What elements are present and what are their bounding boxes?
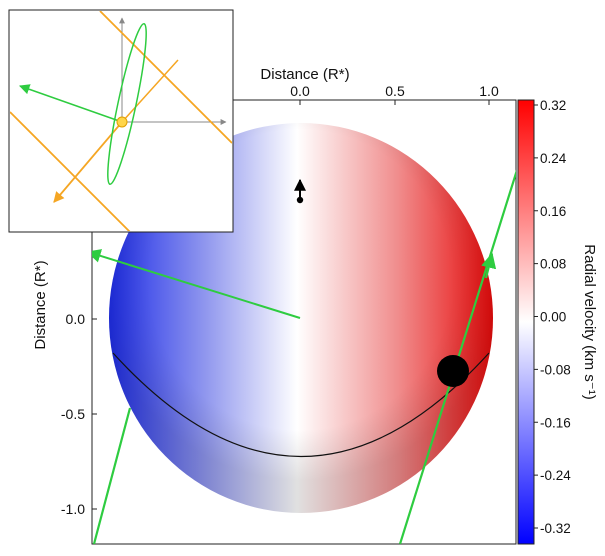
colorbar-tick-label: -0.24 [540, 468, 571, 483]
left-axis-ticks [92, 318, 97, 510]
colorbar-title: Radial velocity (km s⁻¹) [581, 244, 598, 399]
inset-orange-line [99, 11, 232, 144]
left-axis-title: Distance (R*) [32, 260, 49, 349]
top-axis-ticks [299, 100, 490, 105]
top-axis-title: Distance (R*) [260, 66, 349, 83]
orbital-normal-arrow [92, 249, 301, 319]
colorbar-tick-label: 0.24 [540, 151, 567, 166]
orbit-back-line [92, 407, 132, 544]
left-tick-label: -1.0 [61, 501, 85, 517]
inset-orange-line [10, 111, 131, 231]
colorbar-tick-label: -0.16 [540, 415, 571, 430]
colorbar-ticks: 0.32 0.24 0.16 0.08 0.00 -0.08 -0.16 -0.24 -0.32 [534, 98, 571, 536]
inset-panel [8, 9, 234, 233]
colorbar-tick-label: 0.08 [540, 257, 566, 272]
colorbar-tick-label: 0.00 [540, 310, 566, 325]
colorbar-tick-label: -0.32 [540, 521, 571, 536]
colorbar-tick-label: 0.32 [540, 98, 566, 113]
planet [437, 355, 469, 387]
orbit-direction-arrow [481, 252, 497, 279]
colorbar-tick-label: -0.08 [540, 362, 571, 377]
colorbar-tick-label: 0.16 [540, 204, 566, 219]
top-tick-label: 0.0 [290, 83, 310, 99]
colorbar [517, 99, 535, 545]
left-tick-label: 0.0 [66, 311, 86, 327]
top-tick-label: 0.5 [385, 83, 405, 99]
left-tick-label: -0.5 [61, 406, 85, 422]
inset-star [116, 116, 128, 128]
inset-orange-arrow [53, 121, 123, 203]
inset-orbit-ellipse [107, 23, 147, 185]
inset-orange-axis [121, 59, 179, 123]
stellar-equator-arc [112, 352, 490, 457]
top-tick-label: 1.0 [479, 83, 499, 99]
inset-normal-arrow [19, 84, 123, 123]
